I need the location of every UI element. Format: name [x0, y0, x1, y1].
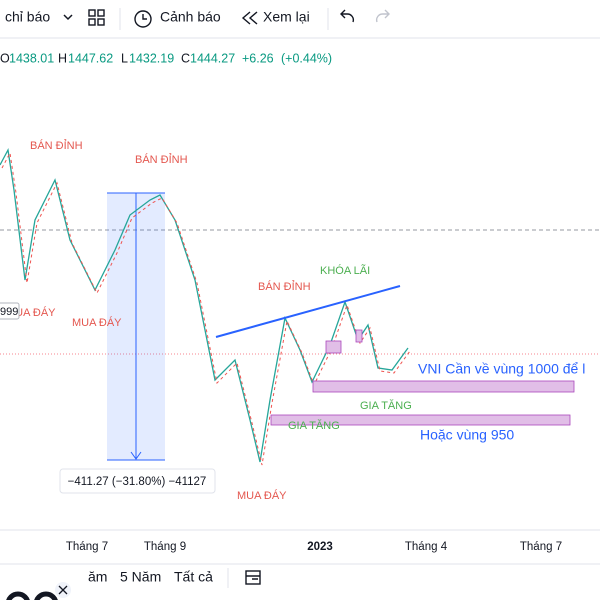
indicators-button[interactable]: chỉ báo — [5, 9, 50, 25]
close-icon[interactable] — [58, 585, 68, 595]
redo-icon[interactable] — [375, 9, 390, 23]
range-button[interactable]: ăm — [88, 569, 107, 585]
x-label: Tháng 7 — [520, 541, 562, 553]
zone-1000 — [312, 380, 575, 393]
price-series — [0, 147, 409, 463]
open-label: O — [0, 51, 10, 65]
change: +6.26 — [242, 51, 274, 65]
chevron[interactable] — [63, 14, 73, 21]
logo — [6, 591, 58, 600]
annotation: BÁN ĐỈNH — [135, 153, 188, 166]
measure-arrow — [130, 193, 142, 460]
open-value: 1438.01 — [9, 51, 54, 65]
annotation: MUA ĐÁY — [72, 316, 122, 329]
x-label: Tháng 9 — [144, 541, 186, 553]
x-label: Tháng 4 — [405, 541, 448, 553]
low-label: L — [121, 51, 128, 65]
small-zone — [325, 340, 342, 354]
measure-text: −411.27 (−31.80%) −41127 — [68, 476, 207, 488]
small-zone — [355, 329, 363, 343]
price-tag — [0, 302, 20, 320]
annotation: BÁN ĐỈNH — [258, 280, 311, 293]
high-label: H — [58, 51, 67, 65]
close-value: 1444.27 — [190, 51, 235, 65]
wave-lines — [1, 151, 411, 466]
range-button[interactable]: 5 Năm — [120, 569, 161, 585]
x-label: 2023 — [307, 541, 333, 553]
annotation: GIA TĂNG — [360, 399, 412, 412]
annotation: Hoặc vùng 950 — [420, 427, 514, 443]
price-tag-text: 999 — [0, 306, 18, 318]
annotation: BÁN ĐỈNH — [30, 139, 83, 152]
annotation: MUA ĐÁY — [237, 489, 287, 502]
zone-950 — [270, 414, 571, 426]
measure-label — [59, 468, 216, 494]
replay-button[interactable]: Xem lại — [263, 9, 310, 25]
alerts-button[interactable]: Cảnh báo — [160, 9, 221, 25]
close-label: C — [181, 51, 190, 65]
date-range-icon[interactable] — [245, 570, 261, 585]
layout-icon[interactable] — [88, 9, 105, 26]
replay-icon[interactable] — [241, 11, 258, 25]
annotation: KHÓA LÃI — [320, 264, 370, 277]
alert-icon[interactable] — [134, 10, 152, 28]
range-button[interactable]: Tất cả — [174, 569, 213, 585]
trend-line — [215, 285, 401, 338]
low-value: 1432.19 — [129, 51, 174, 65]
annotation: GIA TĂNG — [288, 419, 340, 432]
ohlc-legend: O 1438.01 H 1447.62 L 1432.19 C 1444.27 … — [0, 51, 332, 65]
undo-icon[interactable] — [340, 9, 355, 23]
high-value: 1447.62 — [68, 51, 113, 65]
x-label: Tháng 7 — [66, 541, 108, 553]
annotation: VNI Cần về vùng 1000 để l — [418, 361, 585, 377]
change-percent: (+0.44%) — [281, 51, 332, 65]
